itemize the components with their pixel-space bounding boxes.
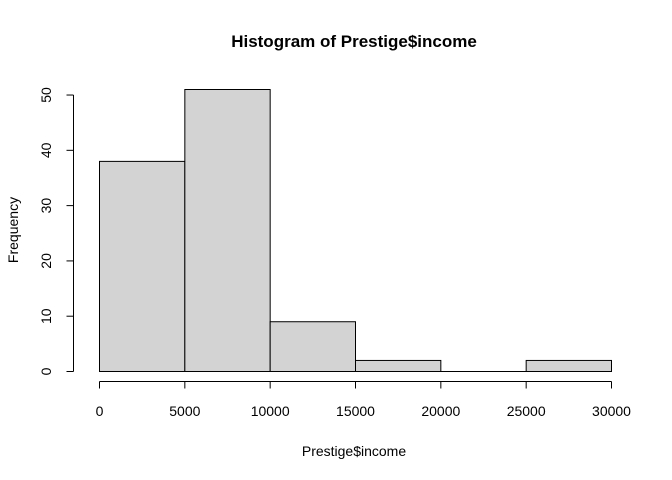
y-tick-label: 40: [38, 142, 54, 158]
histogram-bar-0: [99, 160, 186, 372]
x-tick-label: 20000: [421, 403, 460, 419]
y-tick-label: 0: [38, 367, 54, 375]
x-tick-label: 30000: [592, 403, 631, 419]
x-axis-label: Prestige$income: [302, 443, 406, 459]
chart-title: Histogram of Prestige$income: [231, 32, 477, 51]
x-tick-label: 5000: [169, 403, 200, 419]
x-axis: 0 5000 10000 15000 20000 25000 30000: [96, 381, 631, 419]
y-axis-label: Frequency: [5, 197, 21, 263]
y-axis: 0 10 20 30 40 50: [38, 87, 74, 375]
y-tick-label: 10: [38, 308, 54, 324]
x-tick-label: 10000: [251, 403, 290, 419]
x-tick-label: 15000: [336, 403, 375, 419]
histogram-bar-2: [269, 321, 356, 372]
histogram-bar-3: [355, 359, 442, 372]
y-tick-label: 20: [38, 253, 54, 269]
x-tick-label: 25000: [507, 403, 546, 419]
x-tick-label: 0: [96, 403, 104, 419]
histogram-bar-5: [525, 359, 613, 372]
y-tick-label: 50: [38, 87, 54, 103]
histogram-bar-1: [184, 89, 271, 372]
y-tick-label: 30: [38, 198, 54, 214]
histogram-bars: [99, 89, 613, 372]
